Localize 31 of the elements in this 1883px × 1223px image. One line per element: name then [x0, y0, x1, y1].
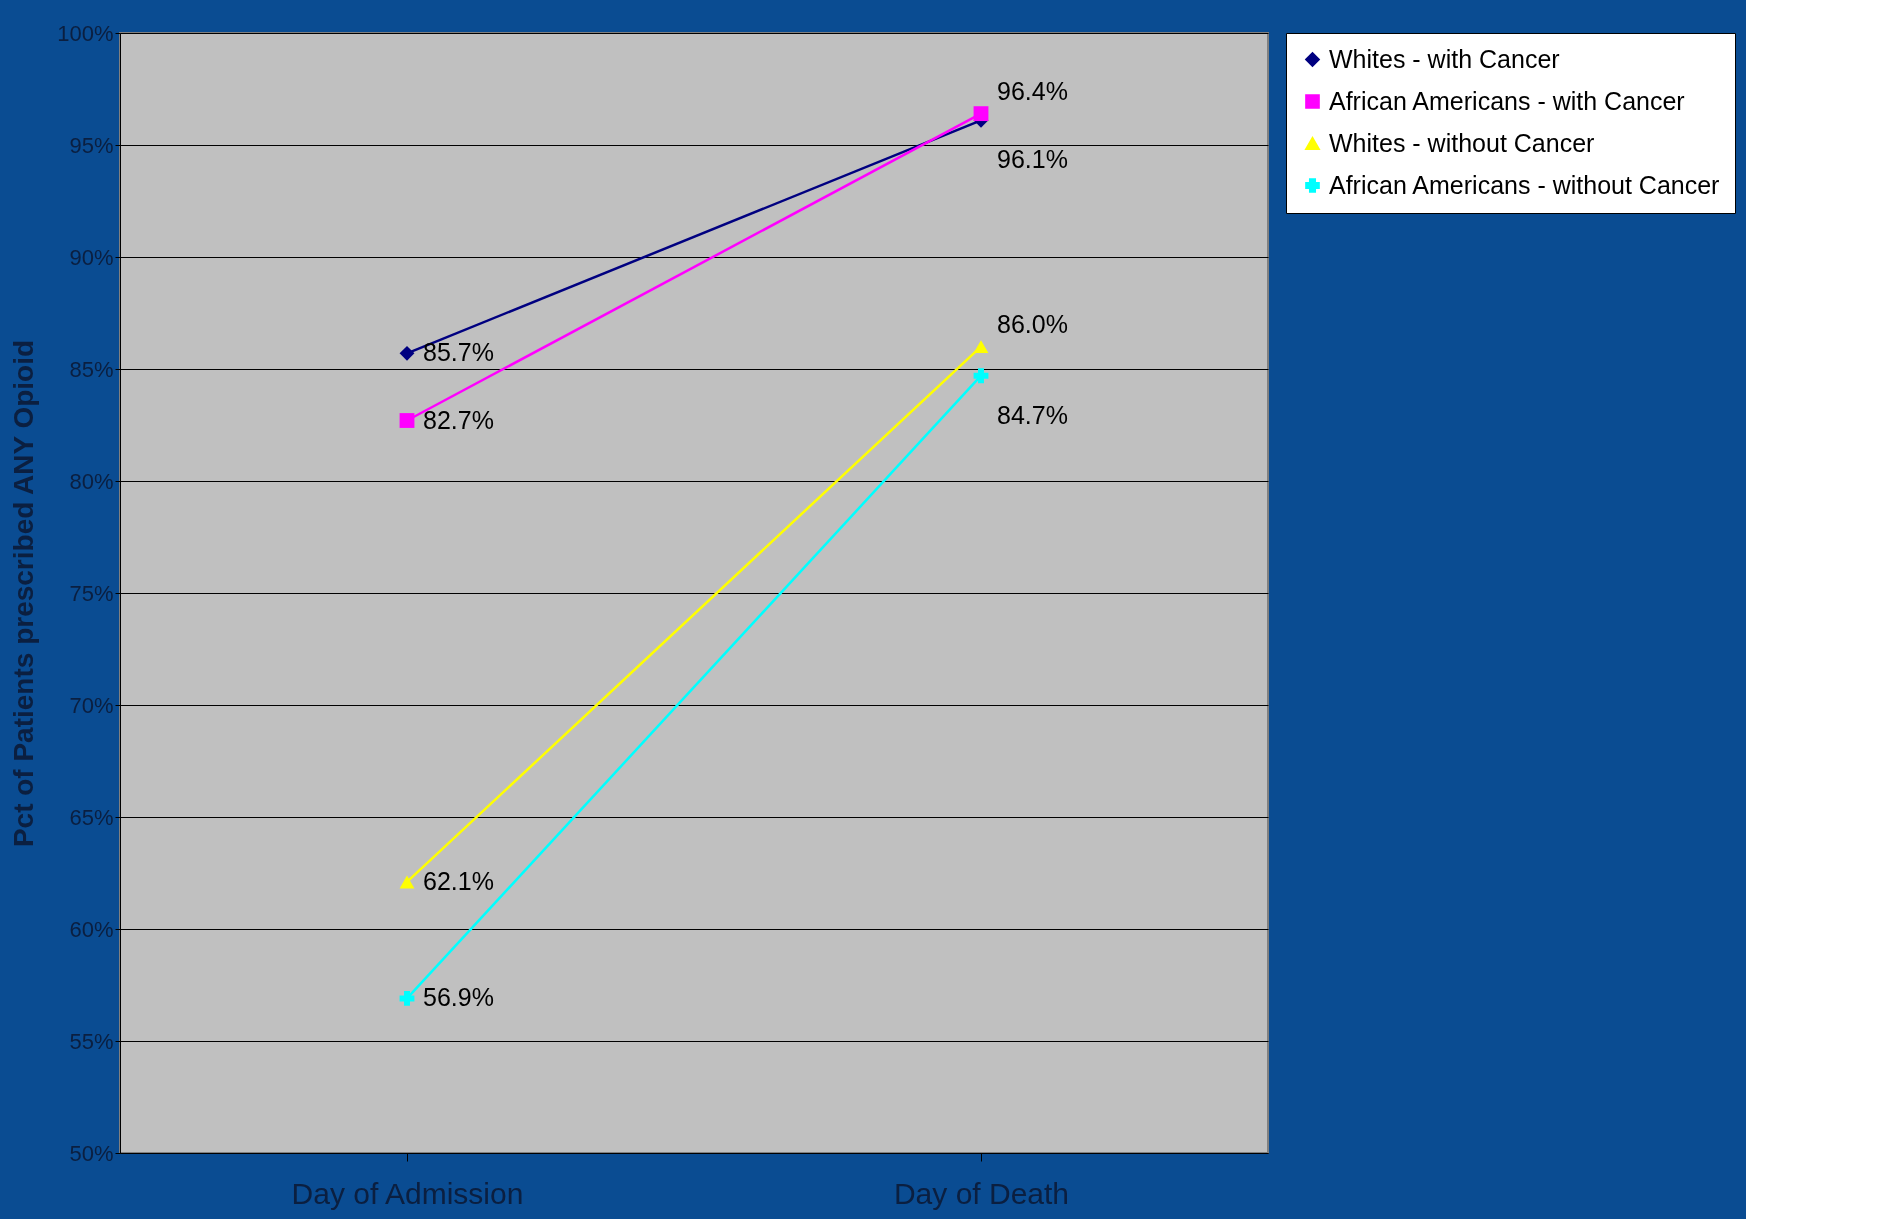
y-tick-label: 75% — [69, 580, 114, 606]
x-tick-label: Day of Death — [893, 1176, 1070, 1210]
y-axis-title: Pct of Patients prescribed ANY Opioid — [8, 339, 40, 848]
y-tick-label: 60% — [69, 916, 114, 942]
point — [973, 368, 989, 384]
data-label: 96.1% — [997, 145, 1068, 174]
data-label: 96.4% — [997, 76, 1068, 105]
point — [973, 106, 989, 122]
y-tick-label: 85% — [69, 356, 114, 382]
y-tick-label: 80% — [69, 468, 114, 494]
legend-label: Whites - without Cancer — [1329, 128, 1595, 157]
y-tick-label: 65% — [69, 804, 114, 830]
point — [399, 413, 415, 428]
data-label: 62.1% — [423, 866, 494, 895]
data-label: 56.9% — [423, 983, 494, 1012]
data-label: 84.7% — [997, 400, 1068, 429]
legend-label: African Americans - without Cancer — [1329, 170, 1720, 199]
y-tick-label: 90% — [69, 244, 114, 270]
legend-label: African Americans - with Cancer — [1329, 86, 1685, 115]
y-tick-label: 55% — [69, 1028, 114, 1054]
data-label: 82.7% — [423, 405, 494, 434]
point — [399, 991, 415, 1006]
legend-label: Whites - with Cancer — [1329, 44, 1560, 73]
y-tick-label: 100% — [57, 20, 114, 46]
y-tick-label: 70% — [69, 692, 114, 718]
y-tick-label: 95% — [69, 132, 114, 158]
y-tick-label: 50% — [69, 1140, 114, 1166]
point — [399, 345, 415, 361]
x-tick-label: Day of Admission — [291, 1176, 524, 1210]
data-label: 86.0% — [997, 309, 1068, 338]
data-label: 85.7% — [423, 338, 494, 367]
